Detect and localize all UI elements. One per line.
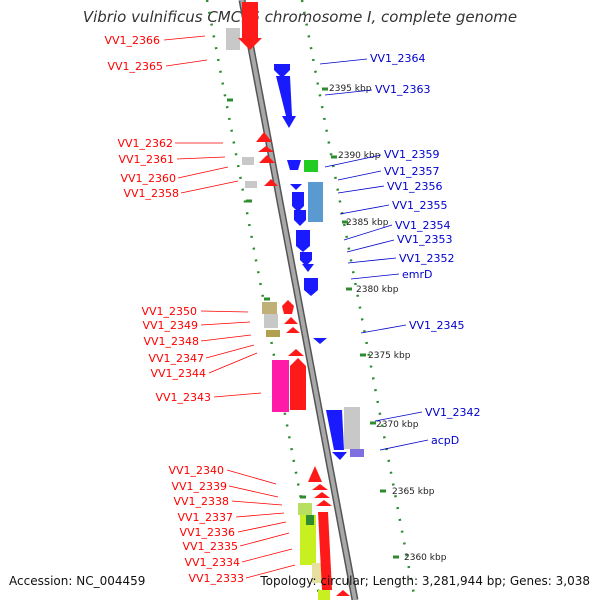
gene-arrow[interactable] (336, 590, 350, 596)
scale-label: 2390 kbp (338, 151, 381, 161)
gene-label[interactable]: VV1_2358 (123, 187, 179, 200)
gene-arrow[interactable] (288, 349, 304, 356)
gene-block[interactable] (318, 590, 330, 600)
gene-label[interactable]: VV1_2345 (409, 319, 465, 332)
gene-arrow[interactable] (287, 160, 301, 170)
gene-label[interactable]: VV1_2344 (150, 367, 206, 380)
gene-arrow[interactable] (313, 338, 327, 344)
scale-labels: 2395 kbp 2390 kbp 2385 kbp 2380 kbp 2375… (329, 84, 447, 563)
gene-block[interactable] (242, 157, 254, 165)
gene-arrow[interactable] (332, 452, 347, 460)
gene-arrow[interactable] (256, 132, 272, 142)
gene-block[interactable] (298, 503, 312, 515)
map-title: Vibrio vulnificus CMCP6 chromosome I, co… (82, 8, 518, 26)
gene-arrow[interactable] (290, 358, 306, 410)
gene-block[interactable] (300, 515, 316, 565)
gene-arrow[interactable] (238, 2, 262, 50)
gene-label[interactable]: VV1_2353 (397, 233, 453, 246)
gene-arrow[interactable] (304, 278, 318, 296)
gene-label[interactable]: VV1_2352 (399, 252, 455, 265)
gene-arrow[interactable] (258, 146, 274, 152)
gene-arrow[interactable] (259, 155, 275, 163)
gene-block[interactable] (350, 449, 364, 457)
scale-label: 2370 kbp (376, 420, 419, 430)
scale-label: 2395 kbp (329, 84, 372, 94)
scale-label: 2360 kbp (404, 553, 447, 563)
gene-label[interactable]: VV1_2354 (395, 219, 451, 232)
gene-arrow[interactable] (290, 184, 302, 190)
gene-arrow[interactable] (302, 264, 314, 272)
gene-label[interactable]: VV1_2366 (104, 34, 160, 47)
gene-block[interactable] (344, 407, 360, 449)
chromosome-backbone-highlight (240, 0, 357, 600)
gene-label[interactable]: acpD (431, 434, 459, 447)
gene-label[interactable]: VV1_2357 (384, 165, 440, 178)
gene-arrow[interactable] (274, 64, 290, 78)
scale-label: 2365 kbp (392, 487, 435, 497)
gene-label[interactable]: VV1_2333 (188, 572, 244, 585)
scale-label: 2380 kbp (356, 285, 399, 295)
gene-label[interactable]: VV1_2334 (184, 556, 240, 569)
gene-arrow[interactable] (264, 179, 278, 186)
gene-label[interactable]: VV1_2350 (141, 305, 197, 318)
gene-label[interactable]: VV1_2349 (142, 319, 198, 332)
gene-label[interactable]: VV1_2338 (173, 495, 229, 508)
gene-label[interactable]: VV1_2347 (148, 352, 204, 365)
gene-arrow[interactable] (318, 512, 332, 590)
gene-block[interactable] (245, 181, 257, 188)
gene-arrow[interactable] (308, 466, 322, 482)
forward-strand-genes (226, 2, 350, 600)
right-leader-lines (319, 58, 429, 451)
gene-label[interactable]: VV1_2365 (107, 60, 163, 73)
gene-label[interactable]: VV1_2363 (375, 83, 431, 96)
left-leader-lines (163, 35, 296, 579)
gene-block[interactable] (226, 28, 240, 50)
gene-block[interactable] (306, 515, 314, 525)
scale-label: 2375 kbp (368, 351, 411, 361)
gene-block[interactable] (264, 314, 278, 328)
gene-arrow[interactable] (292, 192, 304, 212)
gene-arrow[interactable] (296, 230, 310, 252)
gene-label[interactable]: emrD (402, 268, 432, 281)
gene-arrow[interactable] (282, 300, 294, 314)
gene-label[interactable]: VV1_2361 (118, 153, 174, 166)
reverse-strand-genes (274, 64, 364, 460)
gene-arrow[interactable] (294, 210, 306, 226)
left-gene-labels: VV1_2366 VV1_2365 VV1_2362 VV1_2361 VV1_… (104, 34, 244, 585)
gene-label[interactable]: VV1_2348 (143, 335, 199, 348)
gene-label[interactable]: VV1_2362 (117, 137, 173, 150)
gene-arrow[interactable] (276, 76, 296, 128)
gene-label[interactable]: VV1_2356 (387, 180, 443, 193)
gene-block[interactable] (266, 330, 280, 337)
gene-arrow[interactable] (300, 252, 312, 266)
gene-label[interactable]: VV1_2339 (171, 480, 227, 493)
gene-label[interactable]: VV1_2340 (168, 464, 224, 477)
gene-block[interactable] (262, 302, 277, 314)
gene-label[interactable]: VV1_2343 (155, 391, 211, 404)
scale-label: 2385 kbp (346, 218, 389, 228)
gene-label[interactable]: VV1_2336 (179, 526, 235, 539)
gene-label[interactable]: VV1_2364 (370, 52, 426, 65)
gene-block[interactable] (304, 160, 318, 172)
gene-arrow[interactable] (286, 327, 300, 333)
gene-arrow[interactable] (326, 410, 344, 450)
genome-summary-label: Topology: circular; Length: 3,281,944 bp… (260, 574, 590, 588)
right-gene-labels: VV1_2364 VV1_2363 VV1_2359 VV1_2357 VV1_… (370, 52, 481, 447)
gene-arrow[interactable] (314, 492, 330, 498)
gene-block[interactable] (272, 360, 289, 412)
gene-label[interactable]: VV1_2337 (177, 511, 233, 524)
gene-arrow[interactable] (312, 484, 328, 490)
gene-label[interactable]: VV1_2342 (425, 406, 481, 419)
gene-label[interactable]: VV1_2335 (182, 540, 238, 553)
gene-arrow[interactable] (284, 317, 298, 324)
gene-label[interactable]: VV1_2360 (120, 172, 176, 185)
gene-arrow[interactable] (316, 500, 332, 506)
gene-label[interactable]: VV1_2359 (384, 148, 440, 161)
gene-block[interactable] (308, 182, 323, 222)
gene-label[interactable]: VV1_2355 (392, 199, 448, 212)
accession-label: Accession: NC_004459 (9, 574, 146, 588)
